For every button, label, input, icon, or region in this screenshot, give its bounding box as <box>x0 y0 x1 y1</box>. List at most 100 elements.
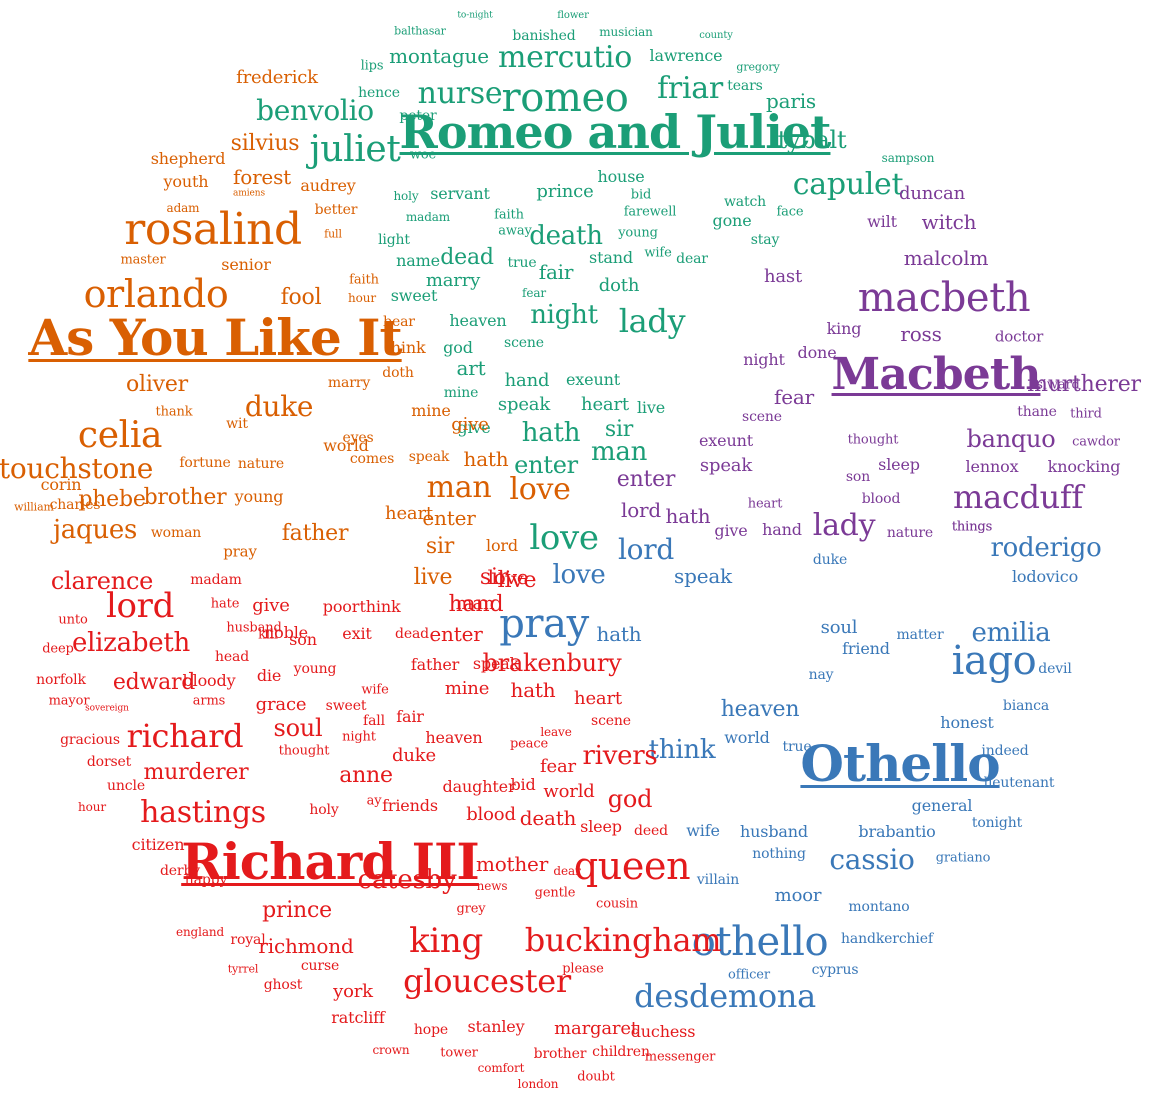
cloud-word: emilia <box>971 618 1051 648</box>
cloud-word: hath <box>463 447 509 471</box>
cloud-word: ghost <box>263 977 303 993</box>
cloud-word: thought <box>847 432 899 448</box>
cloud-word: benvolio <box>256 94 374 127</box>
cloud-word: deed <box>634 823 668 839</box>
cloud-word: tonight <box>971 815 1023 831</box>
cloud-word: murderer <box>143 760 249 785</box>
cloud-word: holy <box>309 802 339 818</box>
cloud-word: mine <box>444 678 490 699</box>
cloud-word: elizabeth <box>71 628 191 658</box>
cloud-word: scene <box>504 335 544 351</box>
cloud-word: malcolm <box>903 246 989 270</box>
cloud-word: love <box>529 518 599 558</box>
cloud-word: poor <box>322 597 360 616</box>
cloud-word: man <box>455 593 495 614</box>
cloud-word: lady <box>812 508 876 543</box>
cloud-word: william <box>14 500 54 514</box>
cloud-word: lodovico <box>1011 567 1079 586</box>
cloud-word: sir <box>604 417 634 442</box>
cloud-word: god <box>607 785 653 813</box>
cloud-word: anne <box>339 763 393 788</box>
cloud-word: wife <box>361 682 389 698</box>
cloud-word: paris <box>766 89 816 113</box>
cloud-word: bid <box>510 775 536 794</box>
cloud-word: nature <box>886 525 934 541</box>
cloud-word: indeed <box>981 743 1029 759</box>
cloud-word: speak <box>472 654 520 673</box>
cloud-word: love <box>509 472 571 507</box>
cloud-word: lips <box>360 58 384 74</box>
cloud-word: pray <box>499 601 589 647</box>
cloud-word: heart <box>574 688 622 709</box>
cloud-word: lord <box>485 536 519 555</box>
cloud-word: hand <box>504 370 550 391</box>
cloud-word: friend <box>842 639 890 658</box>
cloud-word: noble <box>264 623 308 642</box>
cloud-word: lennox <box>965 457 1019 476</box>
cloud-word: woe <box>409 147 437 163</box>
cloud-word: norfolk <box>36 672 86 688</box>
cloud-word: dear <box>553 864 581 878</box>
cloud-word: head <box>214 649 250 665</box>
cloud-word: light <box>378 232 410 248</box>
cloud-word: charles <box>49 497 101 513</box>
cloud-word: duchess <box>630 1022 696 1041</box>
cloud-word: crown <box>372 1043 410 1057</box>
cloud-word: man <box>590 437 648 467</box>
cloud-word: murtherer <box>1027 372 1141 397</box>
cloud-word: tyrrel <box>227 962 259 976</box>
cloud-word: flower <box>557 10 589 21</box>
cloud-word: mine <box>411 401 451 420</box>
cloud-word: love <box>552 560 606 590</box>
cloud-word: think <box>384 338 426 357</box>
cloud-word: night <box>530 300 598 330</box>
cloud-word: edward <box>112 670 196 695</box>
cloud-word: art <box>456 356 486 380</box>
cloud-word: thane <box>1017 404 1057 420</box>
cloud-word: husband <box>226 620 282 636</box>
cloud-word: knocking <box>1047 457 1121 476</box>
cloud-word: desdemona <box>634 977 816 1015</box>
cloud-word: think <box>359 597 401 616</box>
cloud-word: comfort <box>477 1061 525 1075</box>
cloud-word: doth <box>598 275 640 296</box>
cloud-word: fear <box>774 385 814 409</box>
cloud-word: moor <box>774 885 822 906</box>
cloud-word: tybalt <box>777 126 847 154</box>
cloud-word: england <box>175 925 225 939</box>
cloud-word: mine <box>443 385 479 401</box>
cloud-word: death <box>519 806 577 830</box>
cloud-word: scene <box>591 713 631 729</box>
cloud-word: speak <box>408 449 450 465</box>
cloud-word: gracious <box>60 732 120 748</box>
cloud-word: montano <box>848 899 910 915</box>
cloud-word: youth <box>163 172 209 191</box>
cloud-word: mother <box>475 852 549 876</box>
cloud-word: margaret <box>554 1018 638 1039</box>
cloud-word: full <box>324 227 342 241</box>
cloud-word: bloody <box>182 671 236 690</box>
cloud-word: lady <box>618 302 686 340</box>
cloud-word: death <box>529 221 603 251</box>
cloud-word: world <box>543 781 595 802</box>
cloud-word: uncle <box>107 778 145 794</box>
cloud-word: peter <box>399 108 437 124</box>
cloud-word: young <box>618 225 658 241</box>
cloud-word: silvius <box>230 131 300 156</box>
cloud-word: father <box>281 521 349 546</box>
cloud-word: romeo <box>501 75 629 121</box>
cloud-word: kill <box>258 627 278 643</box>
cloud-word: nurse <box>417 76 503 111</box>
cloud-word: friar <box>657 71 723 106</box>
cloud-word: blood <box>466 804 516 825</box>
cloud-word: unto <box>58 612 88 628</box>
cloud-word: siward <box>1036 377 1080 393</box>
cloud-word: god <box>443 338 473 357</box>
cloud-word: prince <box>262 898 332 923</box>
cloud-word: give <box>252 595 290 616</box>
cloud-word: sampson <box>881 151 935 165</box>
cloud-word: forest <box>233 165 291 189</box>
cloud-word: nothing <box>752 846 806 862</box>
cloud-word: face <box>776 204 804 220</box>
cloud-word: duke <box>392 745 436 766</box>
